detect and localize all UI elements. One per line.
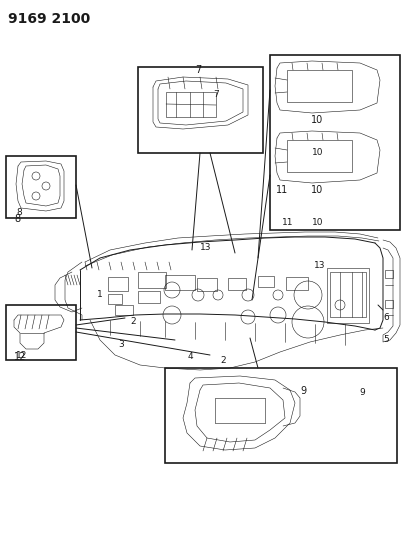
Bar (165, 275, 195, 290)
Bar (165, 368, 397, 463)
Bar (287, 70, 352, 102)
Text: 8: 8 (14, 214, 20, 224)
Text: 11: 11 (282, 218, 293, 227)
Text: 9: 9 (300, 386, 306, 396)
Text: 13: 13 (200, 243, 212, 252)
Bar (108, 277, 128, 291)
Text: 2: 2 (220, 356, 226, 365)
Text: 10: 10 (311, 185, 323, 195)
Text: 13: 13 (314, 261, 326, 270)
Text: 6: 6 (383, 313, 389, 322)
Text: 5: 5 (383, 335, 389, 344)
Bar (228, 278, 246, 290)
Text: 3: 3 (118, 340, 124, 349)
Text: 9: 9 (359, 388, 365, 397)
Text: 9169 2100: 9169 2100 (8, 12, 90, 26)
Bar (108, 294, 122, 304)
Text: 12: 12 (16, 351, 28, 360)
Bar (138, 291, 160, 303)
Text: 10: 10 (312, 148, 323, 157)
Bar (258, 276, 274, 287)
Bar (385, 300, 393, 308)
Bar (286, 277, 308, 290)
Bar (6, 156, 76, 218)
Text: 7: 7 (195, 65, 201, 75)
Bar (385, 270, 393, 278)
Text: 11: 11 (276, 185, 288, 195)
Bar (197, 278, 217, 291)
Bar (166, 92, 216, 117)
Bar (138, 67, 263, 153)
Text: 10: 10 (311, 115, 323, 125)
Bar (115, 305, 133, 315)
Bar (138, 272, 166, 288)
Text: 4: 4 (188, 352, 194, 361)
Text: 8: 8 (16, 208, 22, 217)
Text: 12: 12 (14, 352, 26, 362)
Text: 7: 7 (213, 90, 219, 99)
Text: 10: 10 (312, 218, 323, 227)
Bar (270, 55, 400, 230)
Text: 1: 1 (97, 290, 103, 299)
Text: 2: 2 (130, 317, 136, 326)
Bar (330, 272, 366, 317)
Bar (287, 140, 352, 172)
Bar (327, 268, 369, 323)
Bar (6, 305, 76, 360)
